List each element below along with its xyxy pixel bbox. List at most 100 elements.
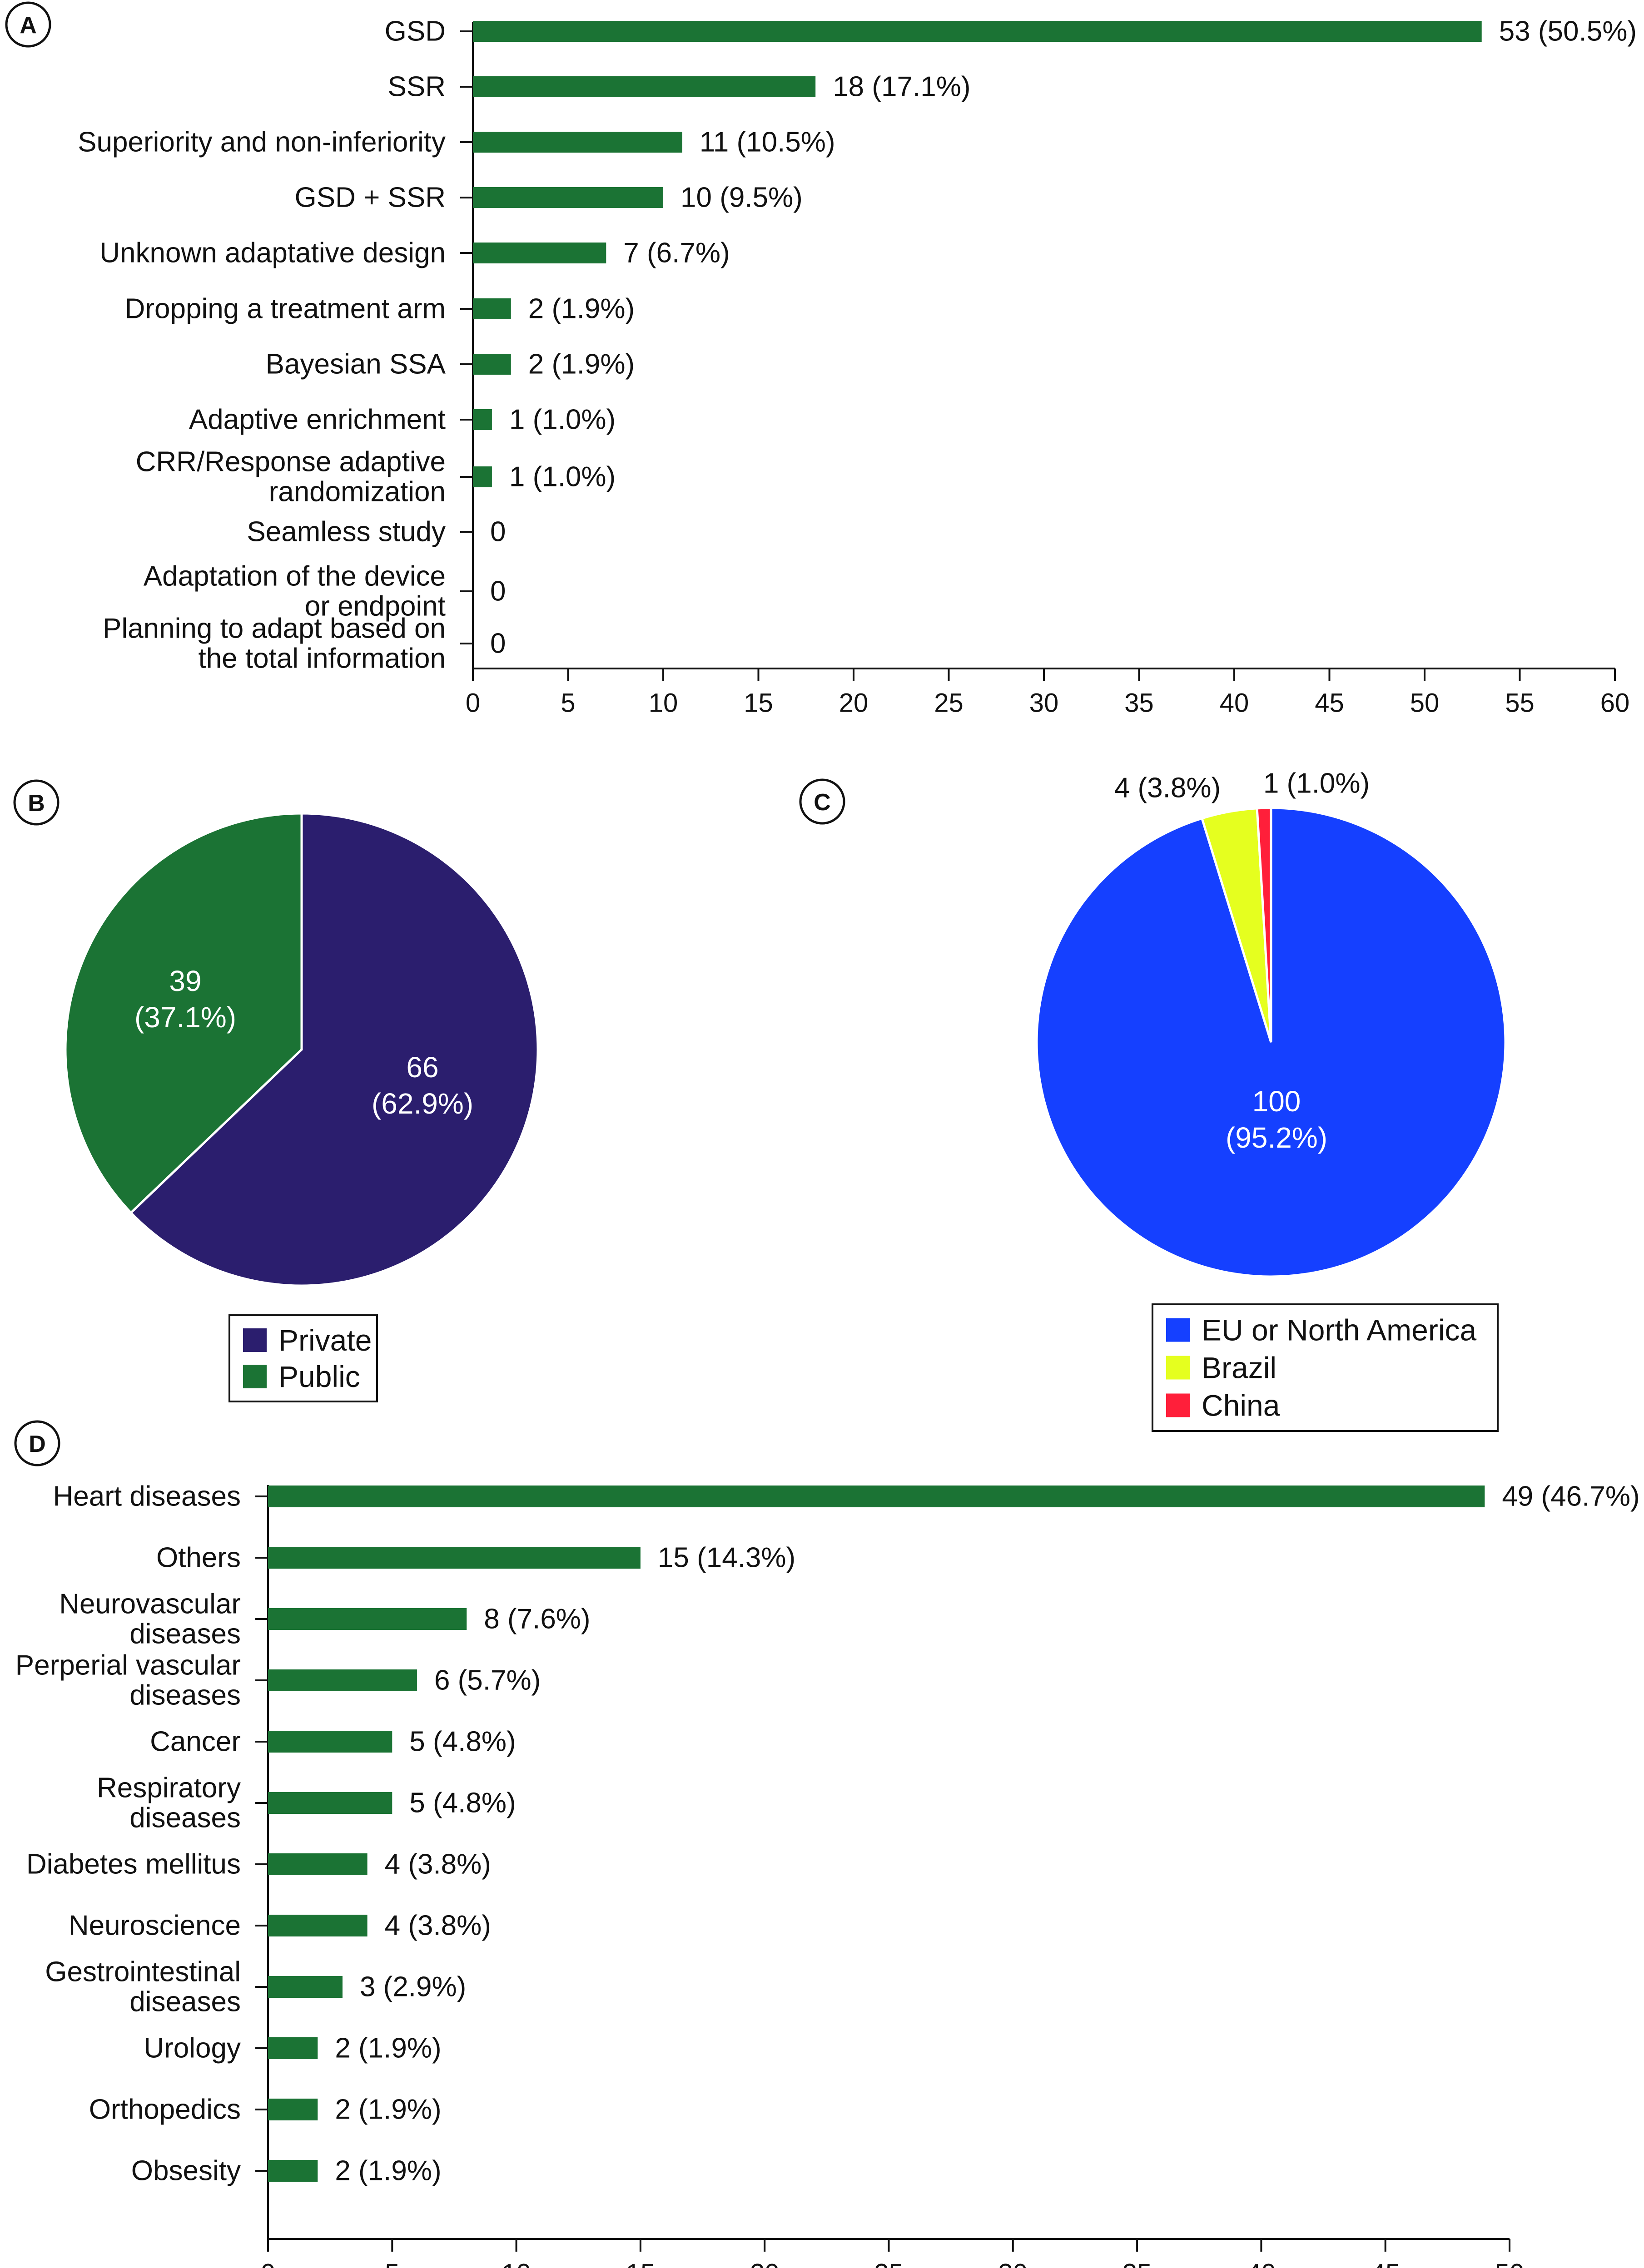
data-label: 8 (7.6%) (484, 1604, 590, 1635)
slice-label: (62.9%) (372, 1087, 473, 1120)
slice-label: (37.1%) (134, 1001, 236, 1034)
bar (268, 1547, 641, 1569)
data-label: 0 (490, 516, 506, 548)
category-label: GSD (385, 16, 446, 47)
x-tick-label: 40 (1220, 688, 1249, 718)
data-label: 49 (46.7%) (1502, 1481, 1639, 1512)
x-tick-label: 15 (744, 688, 773, 718)
bar (268, 1976, 343, 1998)
data-label: 15 (14.3%) (658, 1542, 795, 1574)
category-label: Bayesian SSA (266, 349, 446, 380)
bar (268, 1792, 392, 1814)
category-label: Obsesity (131, 2155, 241, 2187)
x-tick-label: 30 (1029, 688, 1059, 718)
bar (268, 2037, 318, 2059)
panel-d-badge-letter: D (29, 1431, 46, 1457)
x-tick-label: 60 (1600, 688, 1630, 718)
x-tick-label: 35 (1122, 2259, 1152, 2268)
x-tick-label: 15 (626, 2259, 656, 2268)
legend-swatch (243, 1365, 267, 1388)
legend-label: China (1202, 1389, 1280, 1422)
x-tick-label: 10 (649, 688, 678, 718)
category-label: diseases (129, 1803, 241, 1834)
pie-slice (64, 812, 303, 1214)
bar (268, 2099, 318, 2120)
x-tick-label: 50 (1495, 2259, 1525, 2268)
category-label: GSD + SSR (295, 182, 446, 213)
x-tick-label: 55 (1505, 688, 1535, 718)
bar (473, 76, 816, 97)
x-tick-label: 20 (839, 688, 869, 718)
data-label: 6 (5.7%) (434, 1665, 541, 1696)
bar (473, 132, 682, 153)
legend-box (1152, 1303, 1499, 1432)
panel-a-badge-letter: A (20, 12, 37, 39)
data-label: 11 (10.5%) (700, 127, 835, 158)
category-label: Cancer (150, 1726, 241, 1758)
legend-swatch (243, 1328, 267, 1352)
slice-label: 100 (1252, 1085, 1301, 1118)
bar (473, 187, 663, 208)
data-label: 1 (1.0%) (509, 461, 616, 493)
x-tick-label: 45 (1315, 688, 1344, 718)
data-label: 0 (490, 628, 506, 659)
legend-swatch (1166, 1356, 1190, 1380)
x-tick-label: 25 (874, 2259, 904, 2268)
slice-label: 4 (3.8%) (1114, 773, 1221, 804)
x-tick-label: 5 (385, 2259, 399, 2268)
category-label: Perperial vascular (15, 1650, 241, 1681)
category-label: Heart diseases (53, 1481, 241, 1512)
x-tick-label: 5 (561, 688, 575, 718)
pie-slice (129, 812, 539, 1287)
bar (473, 21, 1482, 42)
x-tick-label: 0 (466, 688, 480, 718)
data-label: 4 (3.8%) (385, 1910, 491, 1941)
legend-label: EU or North America (1202, 1313, 1476, 1347)
pie-slice (1256, 807, 1272, 1043)
category-label: diseases (129, 1986, 241, 2018)
category-label: diseases (129, 1680, 241, 1711)
category-label: randomization (269, 476, 446, 508)
panel-c-badge-circle (799, 778, 845, 825)
category-label: Adaptive enrichment (189, 404, 446, 436)
data-label: 53 (50.5%) (1499, 16, 1637, 47)
category-label: the total information (198, 643, 446, 674)
data-label: 2 (1.9%) (335, 2094, 441, 2125)
category-label: Seamless study (247, 516, 446, 548)
bar (268, 1486, 1485, 1507)
data-label: 1 (1.0%) (509, 404, 616, 436)
slice-label: 1 (1.0%) (1263, 768, 1370, 799)
panel-a-bar-chart: GSD 53 (50.5%) SSR 18 (17.1%) Superiority an… (5, 1, 1637, 718)
x-tick-label: 20 (750, 2259, 780, 2268)
data-label: 2 (1.9%) (335, 2155, 441, 2187)
bar (268, 2160, 318, 2182)
legend-label: Private (278, 1323, 372, 1357)
legend-swatch (1166, 1393, 1190, 1417)
slice-label: (95.2%) (1226, 1121, 1327, 1154)
panel-a-badge-circle (5, 1, 51, 48)
category-label: Dropping a treatment arm (125, 293, 446, 325)
x-tick-label: 25 (934, 688, 964, 718)
category-label: Gestrointestinal (45, 1956, 241, 1988)
category-label: Diabetes mellitus (26, 1849, 241, 1880)
category-label: or endpoint (305, 591, 446, 622)
x-tick-label: 30 (998, 2259, 1028, 2268)
bar (268, 1915, 368, 1936)
category-label: Respiratory (97, 1773, 241, 1804)
x-tick-label: 10 (502, 2259, 531, 2268)
category-label: Adaptation of the device (144, 561, 446, 592)
bar (268, 1669, 417, 1691)
data-label: 18 (17.1%) (833, 71, 970, 103)
category-label: Orthopedics (89, 2094, 241, 2125)
data-label: 5 (4.8%) (409, 1726, 516, 1758)
panel-c-pie-chart: 100(95.2%) 4 (3.8%) 1 (1.0%) EU or North Am… (799, 768, 1507, 1432)
bar (473, 243, 606, 263)
category-label: Neuroscience (69, 1910, 241, 1941)
legend-label: Brazil (1202, 1351, 1276, 1385)
bar (268, 1608, 467, 1630)
category-label: diseases (129, 1619, 241, 1650)
data-label: 5 (4.8%) (409, 1788, 516, 1819)
category-label: Others (156, 1542, 241, 1574)
category-label: Planning to adapt based on (103, 613, 446, 644)
